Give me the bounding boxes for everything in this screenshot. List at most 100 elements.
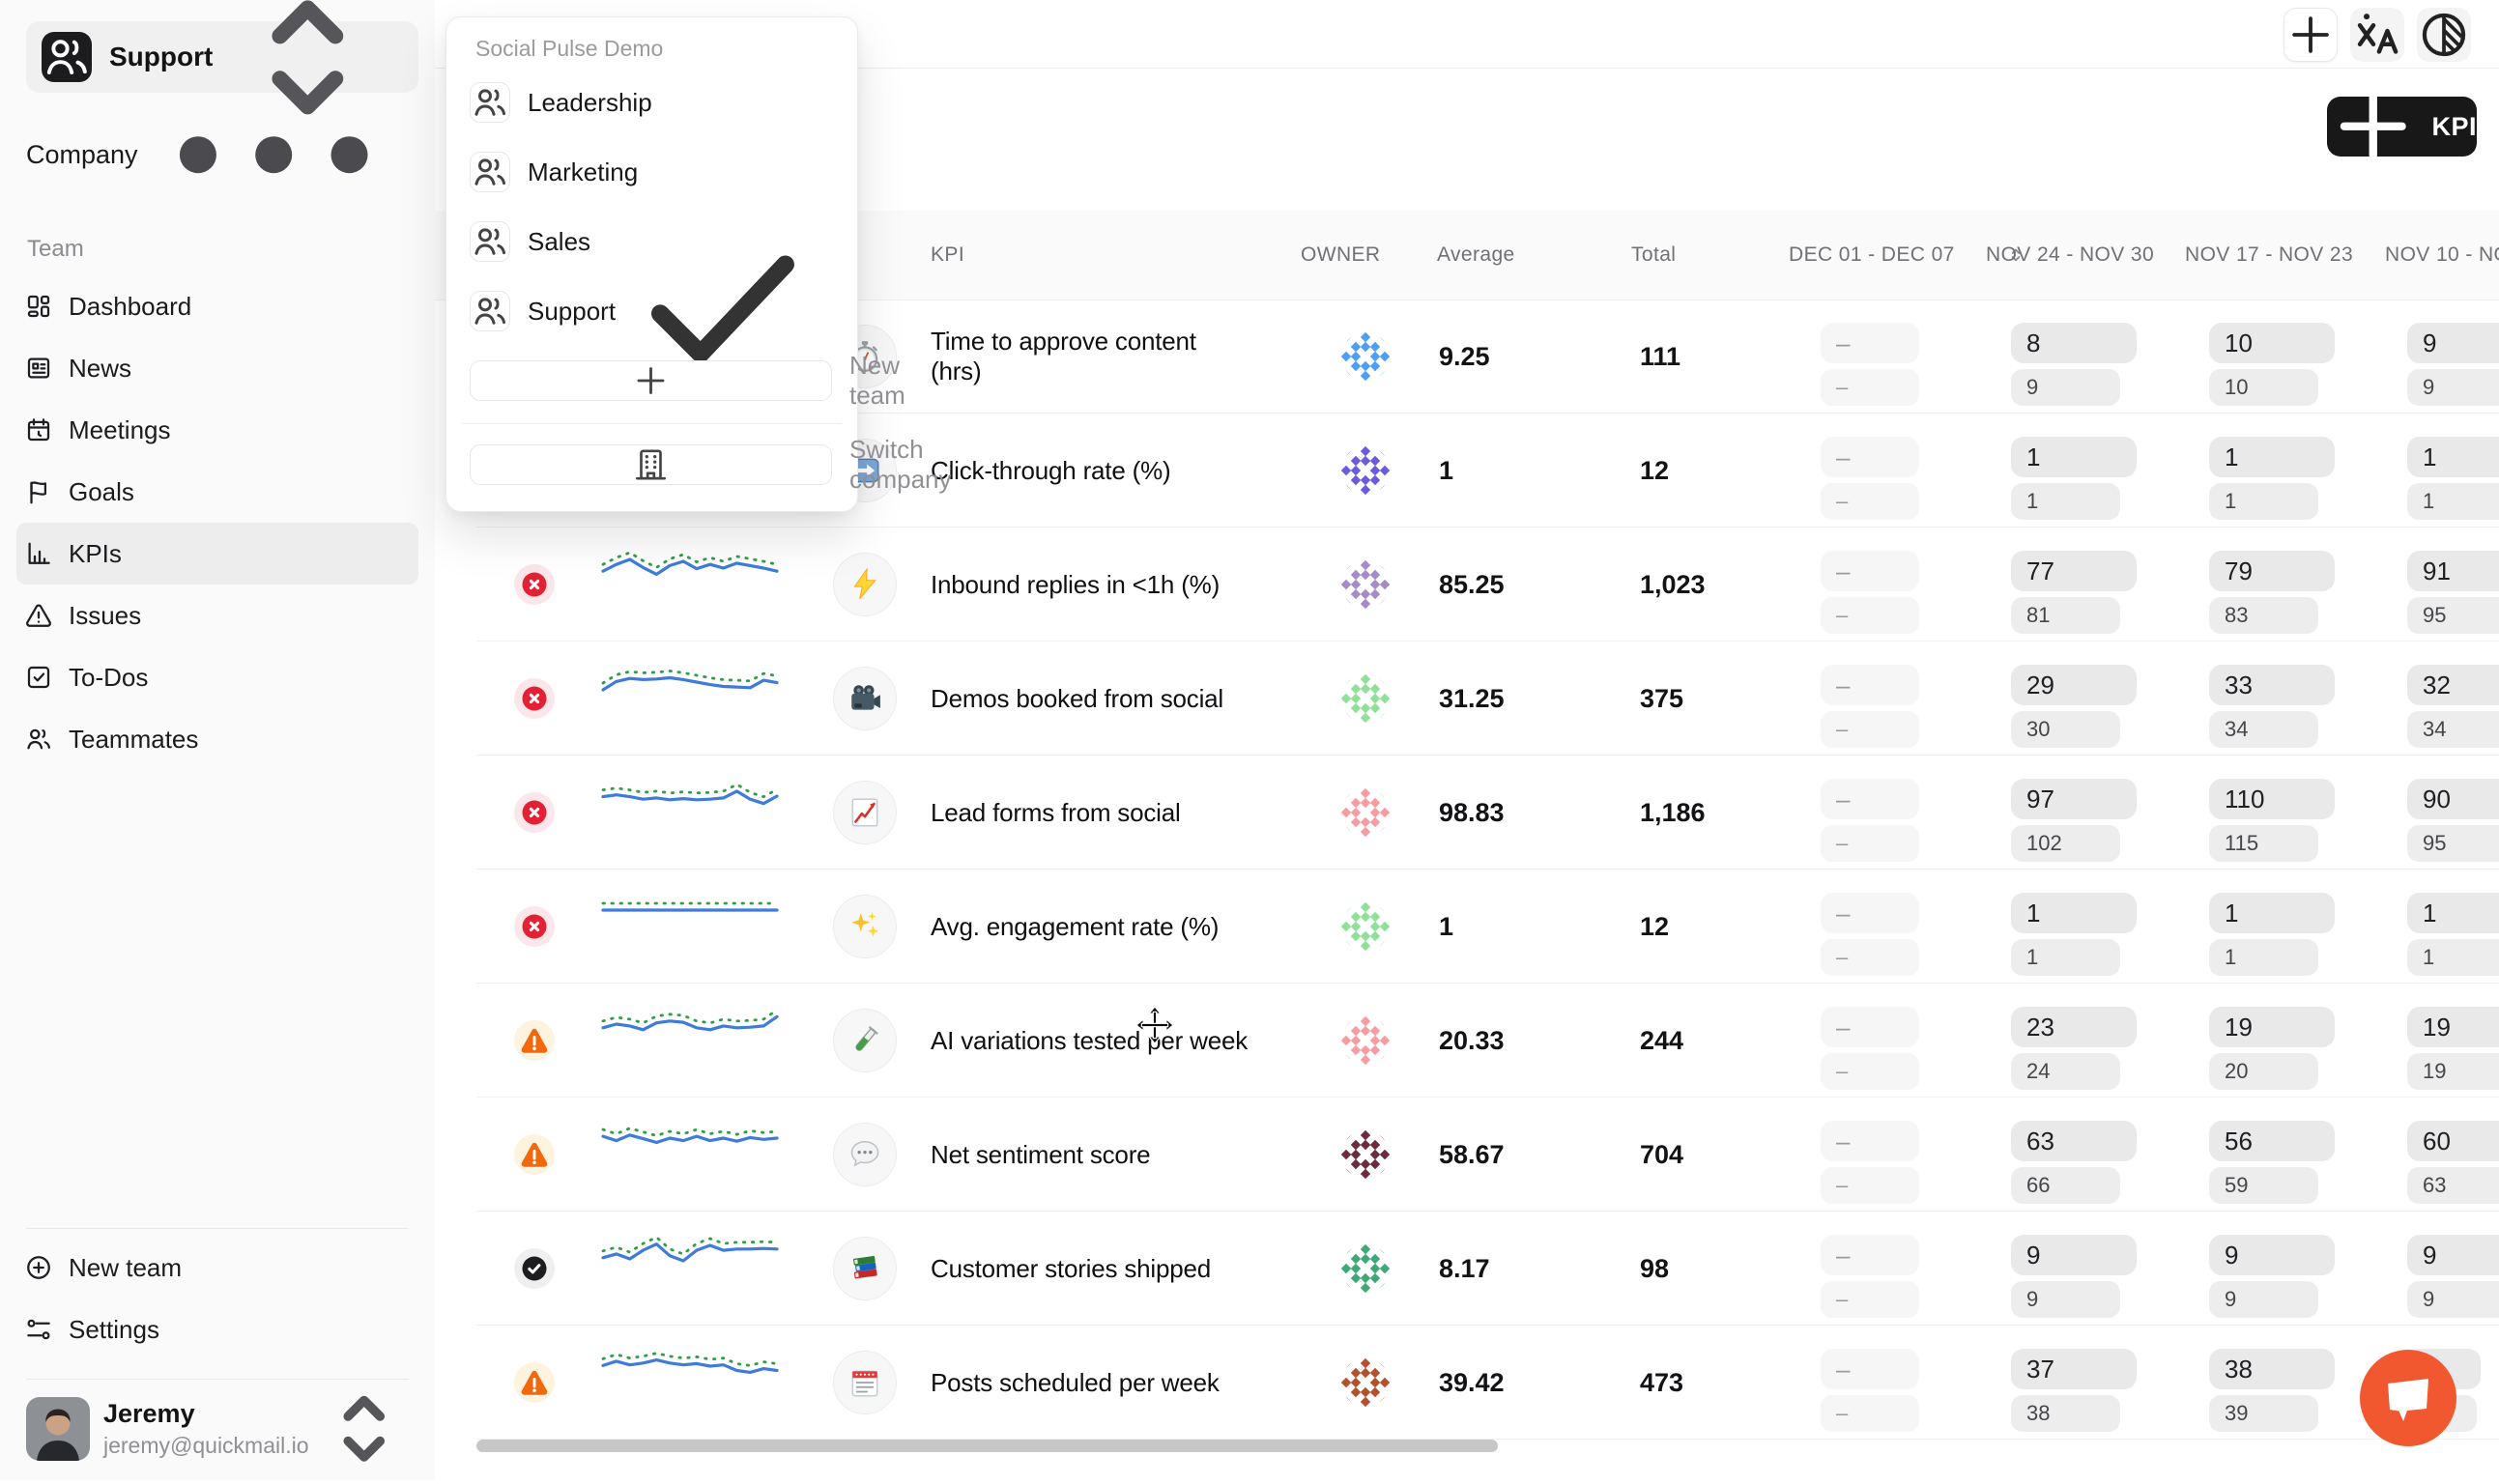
- sidebar-item-teammates[interactable]: Teammates: [16, 708, 418, 770]
- owner-avatar[interactable]: [1341, 1130, 1390, 1179]
- week-goal-cell[interactable]: 10: [2209, 369, 2318, 406]
- add-button[interactable]: [2284, 8, 2338, 62]
- week-value-cell[interactable]: 56: [2209, 1121, 2335, 1161]
- week-goal-cell[interactable]: 1: [2407, 483, 2499, 520]
- week-value-cell[interactable]: 1: [2209, 437, 2335, 477]
- sidebar-item-issues[interactable]: Issues: [16, 585, 418, 646]
- week-goal-cell[interactable]: –: [1821, 369, 1919, 406]
- kpi-name[interactable]: Lead forms from social: [931, 797, 1181, 827]
- status-at-risk-icon[interactable]: [513, 1361, 556, 1404]
- sidebar-item-goals[interactable]: Goals: [16, 461, 418, 523]
- week-goal-cell[interactable]: 1: [2011, 939, 2120, 976]
- sidebar-item-kpis[interactable]: KPIs: [16, 523, 418, 585]
- week-goal-cell[interactable]: 66: [2011, 1167, 2120, 1204]
- sort-icon[interactable]: [984, 245, 2499, 265]
- week-value-cell[interactable]: –: [1821, 1235, 1919, 1275]
- week-value-cell[interactable]: –: [1821, 1349, 1919, 1389]
- week-value-cell[interactable]: –: [1821, 323, 1919, 363]
- translate-button[interactable]: [2350, 8, 2404, 62]
- week-goal-cell[interactable]: 81: [2011, 597, 2120, 634]
- week-goal-cell[interactable]: 1: [2209, 939, 2318, 976]
- week-value-cell[interactable]: 8: [2011, 323, 2137, 363]
- week-value-cell[interactable]: –: [1821, 893, 1919, 933]
- owner-avatar[interactable]: [1341, 446, 1390, 495]
- week-goal-cell[interactable]: 9: [2011, 369, 2120, 406]
- week-value-cell[interactable]: 19: [2209, 1007, 2335, 1047]
- kpi-name[interactable]: Time to approve content (hrs): [931, 327, 1196, 385]
- menu-item-leadership[interactable]: Leadership: [460, 68, 844, 137]
- sidebar-item-to-dos[interactable]: To-Dos: [16, 646, 418, 708]
- week-value-cell[interactable]: –: [1821, 437, 1919, 477]
- week-goal-cell[interactable]: 30: [2011, 711, 2120, 748]
- menu-item-new-team[interactable]: New team: [460, 346, 905, 415]
- week-value-cell[interactable]: 19: [2407, 1007, 2499, 1047]
- week-goal-cell[interactable]: 95: [2407, 597, 2499, 634]
- week-goal-cell[interactable]: –: [1821, 1167, 1919, 1204]
- ellipsis-icon[interactable]: [138, 21, 409, 288]
- week-value-cell[interactable]: 9: [2407, 1235, 2499, 1275]
- status-off-track-icon[interactable]: [513, 905, 556, 948]
- week-value-cell[interactable]: 1: [2407, 437, 2499, 477]
- week-value-cell[interactable]: 33: [2209, 665, 2335, 705]
- kpi-name[interactable]: Click-through rate (%): [931, 455, 1171, 485]
- week-value-cell[interactable]: 1: [2209, 893, 2335, 933]
- column-header-total[interactable]: Total: [1631, 243, 1677, 266]
- week-goal-cell[interactable]: 9: [2209, 1281, 2318, 1318]
- theme-contrast-button[interactable]: [2417, 8, 2471, 62]
- week-goal-cell[interactable]: –: [1821, 711, 1919, 748]
- week-value-cell[interactable]: 97: [2011, 779, 2137, 819]
- status-complete-icon[interactable]: [513, 1247, 556, 1290]
- owner-avatar[interactable]: [1341, 1016, 1390, 1065]
- week-value-cell[interactable]: 23: [2011, 1007, 2137, 1047]
- menu-item-sales[interactable]: Sales: [460, 207, 844, 276]
- week-value-cell[interactable]: –: [1821, 551, 1919, 591]
- week-value-cell[interactable]: 1: [2011, 437, 2137, 477]
- workspace-switcher[interactable]: Support: [26, 0, 418, 115]
- week-goal-cell[interactable]: 34: [2209, 711, 2318, 748]
- kpi-name[interactable]: Avg. engagement rate (%): [931, 911, 1220, 941]
- owner-avatar[interactable]: [1341, 332, 1390, 381]
- kpi-name[interactable]: Demos booked from social: [931, 683, 1223, 713]
- week-value-cell[interactable]: –: [1821, 779, 1919, 819]
- owner-avatar[interactable]: [1341, 560, 1390, 609]
- status-off-track-icon[interactable]: [513, 791, 556, 834]
- kpi-name[interactable]: Posts scheduled per week: [931, 1367, 1220, 1397]
- week-value-cell[interactable]: 10: [2209, 323, 2335, 363]
- column-header-average[interactable]: Average: [1437, 243, 1515, 266]
- add-kpi-button[interactable]: KPI: [2327, 93, 2477, 160]
- week-value-cell[interactable]: –: [1821, 1121, 1919, 1161]
- week-value-cell[interactable]: 60: [2407, 1121, 2499, 1161]
- owner-avatar[interactable]: [1341, 788, 1390, 837]
- kpi-name[interactable]: AI variations tested per week: [931, 1025, 1249, 1055]
- week-goal-cell[interactable]: 9: [2407, 369, 2499, 406]
- owner-avatar[interactable]: [1341, 1244, 1390, 1293]
- week-goal-cell[interactable]: 24: [2011, 1053, 2120, 1090]
- week-goal-cell[interactable]: –: [1821, 825, 1919, 862]
- week-goal-cell[interactable]: 83: [2209, 597, 2318, 634]
- week-value-cell[interactable]: 110: [2209, 779, 2335, 819]
- owner-avatar[interactable]: [1341, 674, 1390, 723]
- kpi-name[interactable]: Net sentiment score: [931, 1139, 1151, 1169]
- week-goal-cell[interactable]: 34: [2407, 711, 2499, 748]
- sidebar-item-dashboard[interactable]: Dashboard: [16, 275, 418, 337]
- owner-avatar[interactable]: [1341, 902, 1390, 951]
- week-value-cell[interactable]: 38: [2209, 1349, 2335, 1389]
- week-goal-cell[interactable]: 9: [2011, 1281, 2120, 1318]
- week-goal-cell[interactable]: 1: [2209, 483, 2318, 520]
- week-goal-cell[interactable]: 19: [2407, 1053, 2499, 1090]
- week-goal-cell[interactable]: 9: [2407, 1281, 2499, 1318]
- week-goal-cell[interactable]: –: [1821, 483, 1919, 520]
- column-header-kpi[interactable]: KPI: [931, 243, 965, 266]
- week-value-cell[interactable]: 9: [2209, 1235, 2335, 1275]
- week-goal-cell[interactable]: 63: [2407, 1167, 2499, 1204]
- week-goal-cell[interactable]: 20: [2209, 1053, 2318, 1090]
- week-goal-cell[interactable]: 95: [2407, 825, 2499, 862]
- week-value-cell[interactable]: 1: [2407, 893, 2499, 933]
- menu-item-support[interactable]: Support: [460, 255, 844, 362]
- week-value-cell[interactable]: 90: [2407, 779, 2499, 819]
- week-goal-cell[interactable]: –: [1821, 597, 1919, 634]
- week-value-cell[interactable]: 91: [2407, 551, 2499, 591]
- status-at-risk-icon[interactable]: [513, 1019, 556, 1062]
- week-goal-cell[interactable]: –: [1821, 1281, 1919, 1318]
- week-goal-cell[interactable]: 115: [2209, 825, 2318, 862]
